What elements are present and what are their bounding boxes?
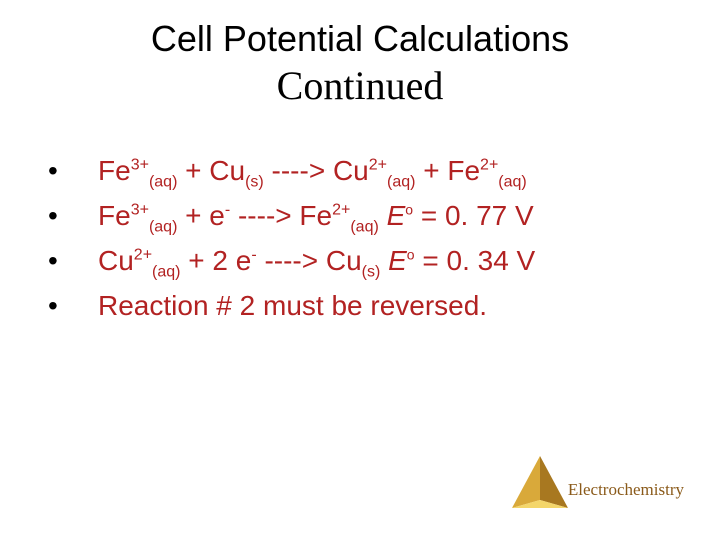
title-line-2: Continued (0, 62, 720, 109)
list-item: • Fe3+(aq) + Cu(s) ----> Cu2+(aq) + Fe2+… (48, 153, 672, 188)
bullet-text: Fe3+(aq) + e- ----> Fe2+(aq) Eo = 0. 77 … (98, 198, 534, 233)
bullet-text: Reaction # 2 must be reversed. (98, 288, 487, 323)
slide: Cell Potential Calculations Continued • … (0, 0, 720, 540)
footer-label: Electrochemistry (568, 480, 684, 500)
bullet-marker: • (48, 290, 98, 322)
pyramid-face-right (540, 456, 568, 508)
bullet-marker: • (48, 155, 98, 187)
pyramid-face-left (512, 456, 540, 508)
list-item: • Cu2+(aq) + 2 e- ----> Cu(s) Eo = 0. 34… (48, 243, 672, 278)
bullet-marker: • (48, 200, 98, 232)
bullet-text: Cu2+(aq) + 2 e- ----> Cu(s) Eo = 0. 34 V (98, 243, 535, 278)
bullet-text: Fe3+(aq) + Cu(s) ----> Cu2+(aq) + Fe2+(a… (98, 153, 527, 188)
content-area: • Fe3+(aq) + Cu(s) ----> Cu2+(aq) + Fe2+… (0, 109, 720, 323)
list-item: • Reaction # 2 must be reversed. (48, 288, 672, 323)
title-line-1: Cell Potential Calculations (0, 18, 720, 60)
bullet-marker: • (48, 245, 98, 277)
pyramid-icon (508, 454, 572, 512)
title-block: Cell Potential Calculations Continued (0, 0, 720, 109)
list-item: • Fe3+(aq) + e- ----> Fe2+(aq) Eo = 0. 7… (48, 198, 672, 233)
